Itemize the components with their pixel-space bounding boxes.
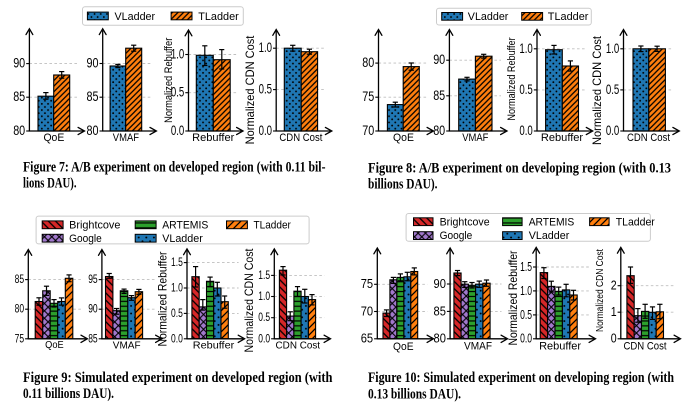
svg-text:85: 85 (434, 303, 446, 318)
svg-text:Brightcove: Brightcove (69, 219, 120, 231)
svg-text:CDN Cost: CDN Cost (627, 132, 671, 144)
svg-text:Normalized Rebuffer: Normalized Rebuffer (506, 250, 520, 345)
svg-text:VMAF: VMAF (113, 340, 141, 351)
svg-text:85: 85 (87, 89, 99, 104)
svg-text:Rebuffer: Rebuffer (193, 340, 235, 351)
svg-text:90: 90 (87, 56, 99, 71)
svg-text:TLadder: TLadder (548, 11, 589, 23)
svg-text:80: 80 (362, 55, 374, 70)
svg-text:Figure 7: A/B experiment on de: Figure 7: A/B experiment on developed re… (23, 160, 326, 176)
svg-text:1.5: 1.5 (171, 256, 183, 269)
svg-text:0.5: 0.5 (606, 82, 619, 97)
svg-text:TLadder: TLadder (616, 216, 655, 228)
svg-text:0.0: 0.0 (520, 331, 532, 346)
svg-text:90: 90 (434, 276, 446, 291)
svg-text:Normalized Rebuffer: Normalized Rebuffer (156, 251, 170, 346)
svg-text:0.0: 0.0 (171, 123, 184, 138)
svg-text:Google: Google (440, 230, 473, 242)
svg-text:0.0: 0.0 (258, 332, 270, 345)
svg-text:ARTEMIS: ARTEMIS (529, 216, 575, 228)
svg-text:VMAF: VMAF (113, 132, 139, 144)
svg-text:1.0: 1.0 (520, 283, 532, 298)
svg-text:75: 75 (361, 276, 373, 291)
svg-text:Normalized CDN Cost: Normalized CDN Cost (243, 35, 257, 144)
svg-text:VLadder: VLadder (162, 233, 203, 245)
svg-text:Rebuffer: Rebuffer (192, 132, 234, 144)
svg-text:80: 80 (433, 123, 445, 138)
svg-text:Normalized CDN Cost: Normalized CDN Cost (243, 248, 256, 353)
svg-text:70: 70 (361, 303, 373, 318)
svg-text:80: 80 (87, 123, 99, 138)
svg-text:75: 75 (15, 332, 25, 345)
svg-text:1.5: 1.5 (258, 269, 270, 282)
svg-text:Normalized Rebuffer: Normalized Rebuffer (163, 37, 175, 122)
svg-text:90: 90 (88, 303, 98, 316)
svg-text:Normalized Rebuffer: Normalized Rebuffer (506, 37, 518, 120)
svg-text:0.13 billions DAU).: 0.13 billions DAU). (368, 386, 461, 402)
svg-text:Rebuffer: Rebuffer (541, 132, 583, 144)
svg-text:75: 75 (362, 89, 374, 104)
svg-text:Normalized CDN Cost: Normalized CDN Cost (590, 35, 604, 145)
svg-text:VMAF: VMAF (464, 341, 492, 353)
svg-text:0.5: 0.5 (520, 307, 532, 322)
svg-text:Rebuffer: Rebuffer (539, 341, 581, 353)
svg-text:Figure 8: A/B experiment on de: Figure 8: A/B experiment on developing r… (368, 161, 671, 177)
svg-text:CDN Cost: CDN Cost (624, 341, 668, 353)
svg-text:Figure 9: Simulated experiment: Figure 9: Simulated experiment on develo… (23, 370, 333, 386)
svg-text:0.0: 0.0 (606, 123, 619, 138)
svg-text:80: 80 (15, 303, 25, 316)
svg-text:QoE: QoE (393, 341, 414, 353)
svg-text:0.0: 0.0 (519, 123, 532, 138)
svg-text:1.0: 1.0 (171, 282, 183, 295)
svg-text:1.0: 1.0 (606, 41, 619, 56)
svg-text:1.0: 1.0 (171, 47, 184, 62)
svg-text:Brightcove: Brightcove (440, 216, 490, 228)
svg-text:QoE: QoE (43, 132, 64, 144)
svg-text:70: 70 (362, 123, 374, 138)
svg-text:VLadder: VLadder (468, 11, 509, 23)
svg-text:1.0: 1.0 (258, 290, 270, 303)
svg-text:TLadder: TLadder (198, 11, 239, 23)
svg-text:Normalized CDN Cost: Normalized CDN Cost (595, 249, 606, 332)
svg-text:0.0: 0.0 (171, 332, 183, 345)
svg-text:0.11 billions DAU).: 0.11 billions DAU). (23, 386, 114, 402)
svg-text:TLadder: TLadder (254, 219, 292, 231)
svg-text:ARTEMIS: ARTEMIS (162, 219, 208, 231)
svg-text:0.5: 0.5 (171, 85, 184, 100)
svg-text:VLadder: VLadder (529, 230, 570, 242)
svg-text:65: 65 (361, 331, 373, 346)
svg-text:85: 85 (433, 88, 445, 103)
svg-text:0.0: 0.0 (259, 123, 272, 138)
svg-text:VMAF: VMAF (462, 132, 488, 144)
svg-text:Figure 10: Simulated experimen: Figure 10: Simulated experiment on devel… (368, 370, 674, 386)
svg-text:billions DAU).: billions DAU). (368, 176, 438, 192)
svg-text:85: 85 (88, 332, 98, 345)
svg-text:85: 85 (15, 273, 25, 286)
svg-text:VLadder: VLadder (115, 11, 156, 23)
svg-text:90: 90 (13, 56, 25, 71)
svg-text:90: 90 (433, 52, 445, 67)
svg-text:0: 0 (611, 331, 617, 346)
svg-text:0.5: 0.5 (259, 82, 272, 97)
svg-text:1.0: 1.0 (519, 41, 532, 56)
svg-text:0.5: 0.5 (171, 307, 183, 320)
svg-text:Google: Google (69, 233, 102, 245)
svg-text:1.5: 1.5 (520, 259, 532, 274)
svg-text:85: 85 (13, 89, 25, 104)
svg-text:lions DAU).: lions DAU). (23, 175, 77, 191)
svg-text:80: 80 (434, 331, 446, 346)
svg-text:QoE: QoE (393, 132, 414, 144)
svg-text:2: 2 (611, 278, 617, 293)
svg-text:80: 80 (13, 123, 25, 138)
svg-text:1: 1 (611, 304, 617, 319)
svg-text:QoE: QoE (45, 340, 64, 351)
svg-text:0.5: 0.5 (258, 311, 270, 324)
svg-text:CDN Cost: CDN Cost (276, 340, 321, 351)
svg-text:0.5: 0.5 (519, 82, 532, 97)
svg-text:95: 95 (88, 273, 98, 286)
svg-text:1.0: 1.0 (259, 40, 272, 55)
svg-text:CDN Cost: CDN Cost (279, 132, 323, 144)
